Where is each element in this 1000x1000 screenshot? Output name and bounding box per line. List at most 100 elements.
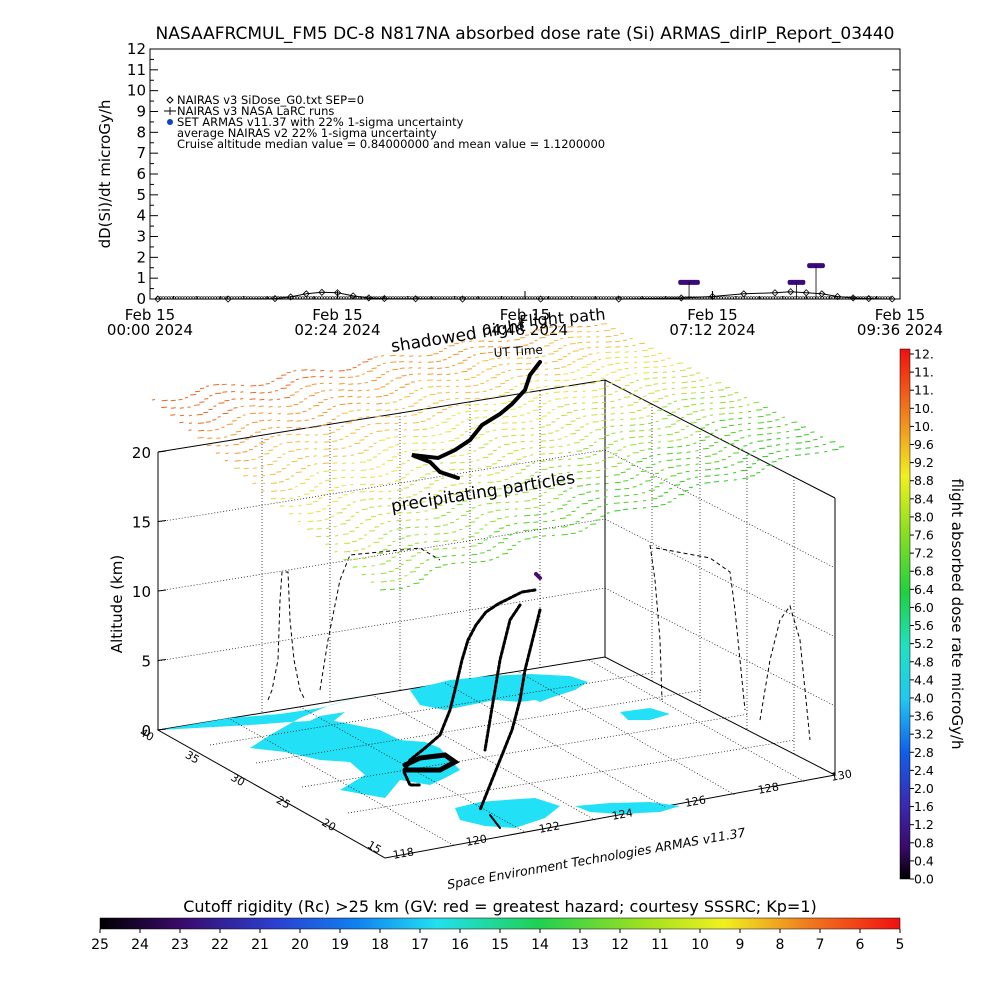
particle-dash xyxy=(395,567,400,570)
particle-dash xyxy=(520,414,525,416)
particle-dash xyxy=(728,418,734,420)
particle-dash xyxy=(434,480,439,482)
particle-dash xyxy=(657,409,664,411)
dose-tick-label: 4.4 xyxy=(914,672,934,687)
particle-dash xyxy=(414,480,418,482)
particle-dash xyxy=(226,423,233,426)
particle-dash xyxy=(579,348,585,350)
particle-dash xyxy=(647,404,652,406)
particle-dash xyxy=(392,540,396,543)
legend-label: average NAIRAS v2 22% 1-sigma uncertaint… xyxy=(177,126,437,140)
particle-dash xyxy=(306,465,311,467)
particle-dash xyxy=(714,429,718,431)
particle-dash xyxy=(364,381,368,384)
particle-dash xyxy=(534,339,538,342)
particle-dash xyxy=(273,446,278,448)
particle-dash xyxy=(488,340,494,343)
particle-dash xyxy=(248,448,253,451)
particle-dash xyxy=(685,444,690,447)
particle-dash xyxy=(422,408,427,411)
particle-dash xyxy=(240,405,244,408)
particle-dash xyxy=(403,487,410,489)
particle-dash xyxy=(643,361,650,363)
particle-dash xyxy=(341,484,346,487)
particle-dash xyxy=(495,509,501,512)
particle-dash xyxy=(636,461,643,463)
particle-dash xyxy=(467,482,472,484)
particle-dash xyxy=(459,434,465,436)
particle-dash xyxy=(405,535,412,537)
particle-dash xyxy=(577,326,583,328)
particle-dash xyxy=(485,465,492,468)
particle-dash xyxy=(289,394,295,396)
particle-dash xyxy=(420,420,426,423)
particle-dash xyxy=(514,515,518,517)
particle-dash xyxy=(424,487,431,489)
particle-dash xyxy=(403,429,407,431)
particle-dash xyxy=(614,356,620,359)
particle-dash xyxy=(605,357,612,359)
particle-dash xyxy=(474,397,480,400)
particle-dash xyxy=(465,391,472,394)
particle-dash xyxy=(672,393,676,396)
particle-dash xyxy=(461,554,465,556)
particle-dash xyxy=(354,526,360,529)
particle-dash xyxy=(240,427,245,429)
nairas-series-line xyxy=(157,291,893,300)
particle-dash xyxy=(695,430,702,433)
particle-dash xyxy=(548,432,554,434)
particle-dash xyxy=(719,401,726,404)
latitude-tick-label: 25 xyxy=(274,793,293,811)
particle-dash xyxy=(746,466,752,469)
particle-dash xyxy=(667,357,671,360)
dose-colorbar-ticks: 0.00.40.81.21.62.02.42.83.23.64.04.44.85… xyxy=(910,347,934,887)
particle-dash xyxy=(449,521,455,524)
particle-dash xyxy=(507,351,511,354)
particle-dash xyxy=(516,362,523,365)
particle-dash xyxy=(632,344,636,347)
particle-dash xyxy=(380,581,387,583)
particle-dash xyxy=(399,386,406,388)
particle-dash xyxy=(730,431,736,434)
particle-dash xyxy=(733,472,737,474)
particle-dash xyxy=(545,368,549,370)
particle-dash xyxy=(681,398,688,401)
particle-dash xyxy=(824,450,828,453)
particle-dash xyxy=(461,538,465,540)
particle-dash xyxy=(483,539,488,541)
rigidity-colorbar-title: Cutoff rigidity (Rc) >25 km (GV: red = g… xyxy=(183,897,817,916)
particle-dash xyxy=(690,422,697,424)
particle-dash xyxy=(357,389,362,392)
particle-dash xyxy=(455,518,459,520)
particle-dash xyxy=(483,397,488,400)
particle-dash xyxy=(339,438,344,441)
particle-dash xyxy=(511,441,517,444)
particle-dash xyxy=(230,390,235,393)
particle-dash xyxy=(441,448,445,451)
particle-dash xyxy=(310,369,316,371)
particle-dash xyxy=(239,398,244,400)
particle-dash xyxy=(354,442,361,445)
particle-dash xyxy=(276,426,280,429)
particle-dash xyxy=(605,482,609,485)
particle-dash xyxy=(573,409,578,412)
particle-dash xyxy=(277,456,282,459)
particle-dash xyxy=(705,462,712,464)
particle-dash xyxy=(399,367,405,370)
particle-dash xyxy=(652,412,656,415)
particle-dash xyxy=(455,404,459,407)
particle-dash xyxy=(597,506,602,508)
particle-dash xyxy=(493,531,500,533)
particle-dash xyxy=(300,482,307,485)
particle-dash xyxy=(323,493,327,495)
particle-dash xyxy=(295,440,301,443)
particle-dash xyxy=(610,371,617,373)
particle-dash xyxy=(747,453,752,456)
particle-dash xyxy=(727,455,731,458)
annotation-ut-time: UT Time xyxy=(493,343,543,360)
particle-dash xyxy=(425,473,431,475)
particle-dash xyxy=(575,429,581,432)
particle-dash xyxy=(500,382,506,385)
particle-dash xyxy=(562,355,567,358)
particle-dash xyxy=(469,427,477,430)
